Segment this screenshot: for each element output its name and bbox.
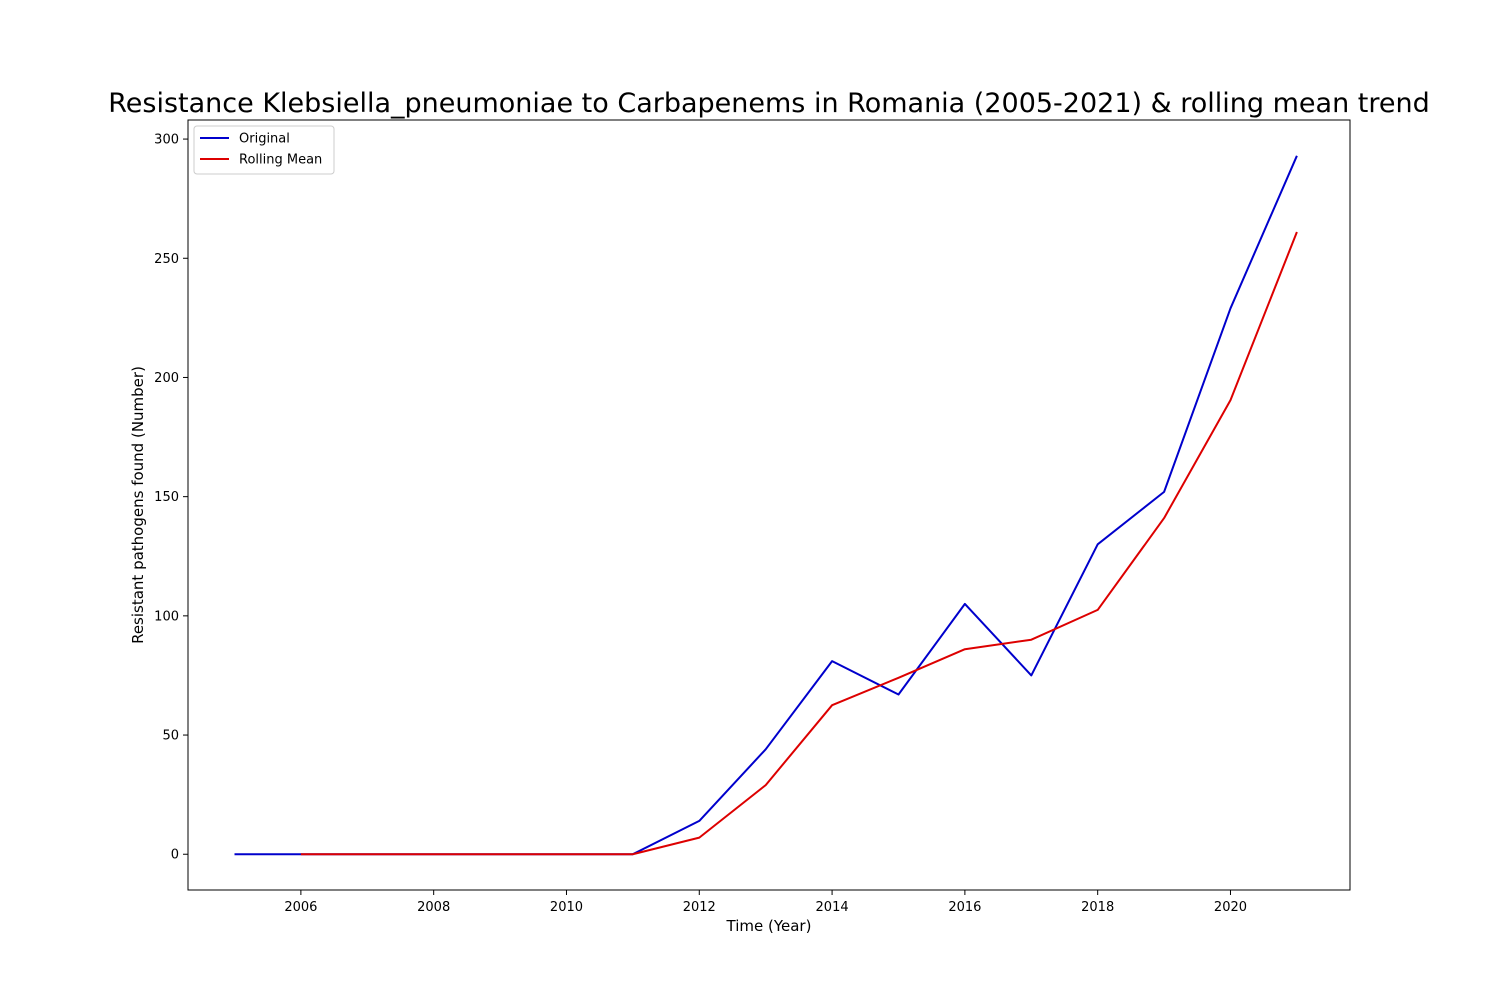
- y-tick-label: 50: [162, 729, 179, 744]
- x-tick-label: 2016: [948, 900, 981, 915]
- y-tick-label: 100: [154, 609, 179, 624]
- x-tick-label: 2020: [1214, 900, 1247, 915]
- y-tick-label: 200: [154, 371, 179, 386]
- y-tick-label: 150: [154, 490, 179, 505]
- chart-title: Resistance Klebsiella_pneumoniae to Carb…: [108, 88, 1429, 119]
- y-tick-label: 0: [171, 848, 179, 863]
- y-axis: 0 50 100 150 200 250 300: [154, 133, 188, 863]
- legend-label: Rolling Mean: [239, 153, 322, 168]
- x-tick-label: 2012: [683, 900, 716, 915]
- x-tick-label: 2018: [1081, 900, 1114, 915]
- x-tick-label: 2008: [417, 900, 450, 915]
- x-tick-label: 2006: [284, 900, 317, 915]
- series-line-original: [234, 155, 1298, 856]
- plot-lines: [234, 155, 1298, 856]
- x-axis: 2006 2008 2010 2012 2014 2016 2018 2020: [284, 890, 1247, 915]
- x-tick-label: 2014: [816, 900, 849, 915]
- x-tick-label: 2010: [550, 900, 583, 915]
- y-axis-label: Resistant pathogens found (Number): [129, 366, 147, 644]
- plot-frame: [187, 119, 1351, 891]
- legend: Original Rolling Mean: [193, 125, 335, 175]
- series-line-rolling-mean: [300, 231, 1298, 856]
- legend-label: Original: [239, 132, 290, 147]
- x-axis-label: Time (Year): [726, 917, 812, 935]
- y-tick-label: 300: [154, 133, 179, 148]
- y-tick-label: 250: [154, 252, 179, 267]
